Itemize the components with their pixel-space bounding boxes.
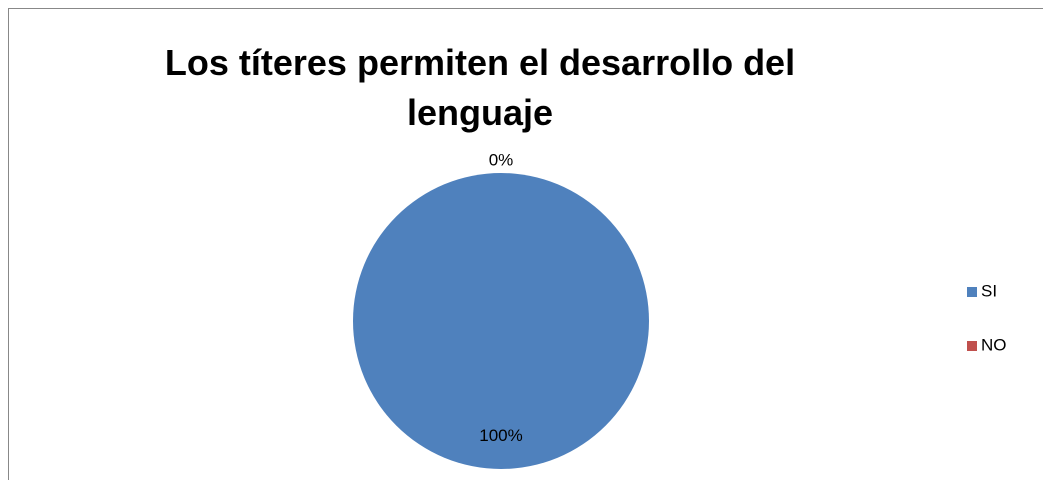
legend-label: NO xyxy=(981,335,1007,354)
legend-swatch xyxy=(967,341,977,351)
pie-slice xyxy=(353,173,649,469)
data-label: 100% xyxy=(479,426,522,445)
chart-title: Los títeres permiten el desarrollo del l… xyxy=(164,42,796,133)
legend-label: SI xyxy=(981,281,997,300)
legend-swatch xyxy=(967,287,977,297)
data-label: 0% xyxy=(489,150,514,169)
